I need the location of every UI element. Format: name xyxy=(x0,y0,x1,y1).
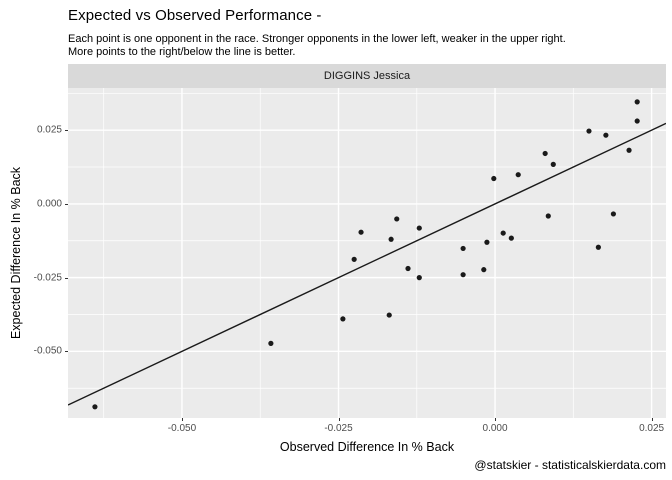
data-point xyxy=(508,235,514,241)
y-tick-label: -0.025 xyxy=(33,272,62,284)
data-point xyxy=(595,244,601,250)
x-tick-mark xyxy=(651,418,653,421)
x-tick-label: 0.025 xyxy=(639,423,665,434)
y-tick-label: 0.025 xyxy=(36,124,62,136)
data-point xyxy=(460,272,466,278)
data-point xyxy=(626,147,632,153)
y-axis-title: Expected Difference In % Back xyxy=(9,166,23,340)
data-point xyxy=(634,99,640,105)
data-point xyxy=(92,404,98,410)
data-point xyxy=(394,216,400,222)
data-point xyxy=(634,118,640,124)
data-point xyxy=(542,150,548,157)
data-point xyxy=(610,211,617,217)
data-point xyxy=(481,267,487,273)
plot-panel xyxy=(68,88,666,418)
data-point xyxy=(340,316,346,322)
y-tick-mark xyxy=(65,351,68,353)
plot-subtitle-line1: Each point is one opponent in the race. … xyxy=(68,33,566,45)
y-tick-label: 0.000 xyxy=(36,198,62,210)
x-tick-mark xyxy=(495,418,497,421)
x-tick-label: -0.050 xyxy=(167,423,197,434)
data-point xyxy=(416,225,422,231)
data-point xyxy=(484,239,490,245)
plot-subtitle-line2: More points to the right/below the line … xyxy=(68,46,296,58)
x-tick-mark xyxy=(338,418,340,421)
data-point xyxy=(388,236,394,242)
y-tick-mark xyxy=(65,203,68,205)
data-point xyxy=(500,230,506,236)
x-tick-label: -0.025 xyxy=(324,423,353,434)
data-point xyxy=(405,265,411,272)
data-point xyxy=(603,132,609,138)
facet-strip-label: DIGGINS Jessica xyxy=(323,70,411,82)
y-tick-label: -0.050 xyxy=(33,345,62,357)
facet-strip: DIGGINS Jessica xyxy=(68,64,666,88)
data-point xyxy=(386,312,392,318)
chart-canvas xyxy=(68,88,666,418)
plot-subtitle: Each point is one opponent in the race. … xyxy=(68,33,566,59)
data-point xyxy=(416,275,422,281)
data-point xyxy=(358,229,364,235)
x-tick-mark xyxy=(181,418,183,421)
x-axis-title: Observed Difference In % Back xyxy=(279,440,455,454)
data-point xyxy=(586,128,592,134)
data-point xyxy=(460,245,466,252)
caption: @statskier - statisticalskierdata.com xyxy=(474,458,666,472)
data-point xyxy=(545,213,551,219)
data-point xyxy=(550,161,556,167)
data-point xyxy=(351,256,357,262)
y-tick-mark xyxy=(65,130,68,132)
plot-title: Expected vs Observed Performance - xyxy=(68,7,322,24)
data-point xyxy=(491,175,497,182)
identity-line xyxy=(68,122,666,406)
x-tick-label: 0.000 xyxy=(482,423,508,434)
y-tick-mark xyxy=(65,277,68,279)
data-point xyxy=(515,172,521,178)
data-point xyxy=(268,340,274,346)
